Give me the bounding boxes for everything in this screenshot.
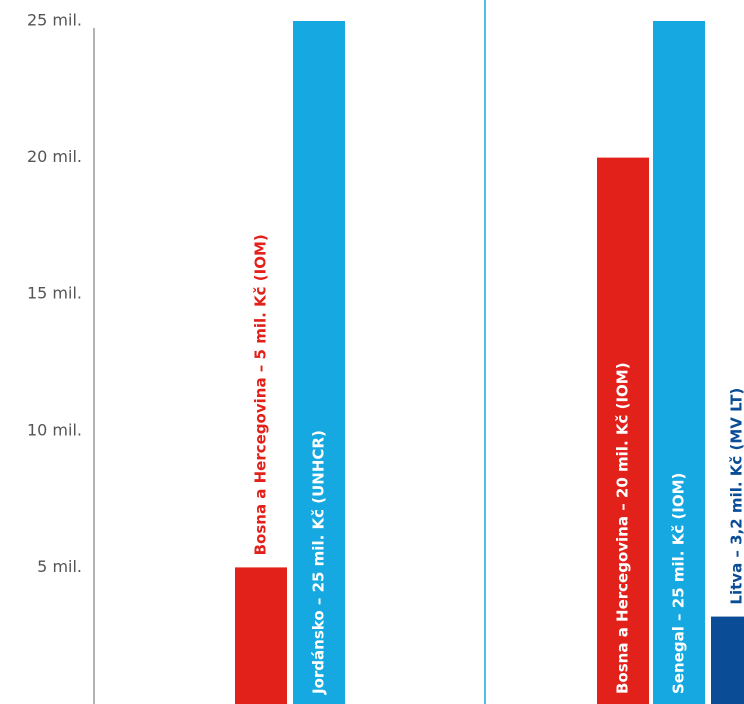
y-axis-ticks: 5 mil. 10 mil. 15 mil. 20 mil. 25 mil.	[27, 11, 82, 576]
y-tick-label: 20 mil.	[27, 147, 82, 166]
y-tick-label: 25 mil.	[27, 11, 82, 30]
bar-label: Jordánsko – 25 mil. Kč (UNHCR)	[310, 430, 328, 695]
y-tick-label: 10 mil.	[27, 420, 82, 439]
y-tick-label: 5 mil.	[37, 557, 82, 576]
bar	[653, 21, 705, 704]
bar	[293, 21, 345, 704]
bar-label: Bosna a Hercegovina – 5 mil. Kč (IOM)	[252, 234, 270, 555]
bar	[711, 616, 744, 704]
bar	[235, 567, 287, 704]
bar-label: Litva – 3,2 mil. Kč (MV LT)	[728, 388, 744, 605]
bar-label: Bosna a Hercegovina – 20 mil. Kč (IOM)	[614, 362, 632, 694]
bar-label: Senegal – 25 mil. Kč (IOM)	[670, 473, 688, 694]
bar	[597, 157, 649, 704]
y-tick-label: 15 mil.	[27, 284, 82, 303]
bars: Bosna a Hercegovina – 5 mil. Kč (IOM) Jor…	[235, 21, 744, 704]
